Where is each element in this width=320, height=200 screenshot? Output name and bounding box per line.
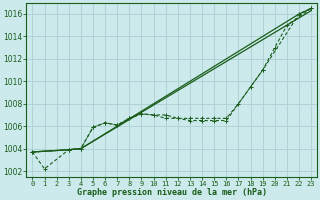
- X-axis label: Graphe pression niveau de la mer (hPa): Graphe pression niveau de la mer (hPa): [77, 188, 267, 197]
